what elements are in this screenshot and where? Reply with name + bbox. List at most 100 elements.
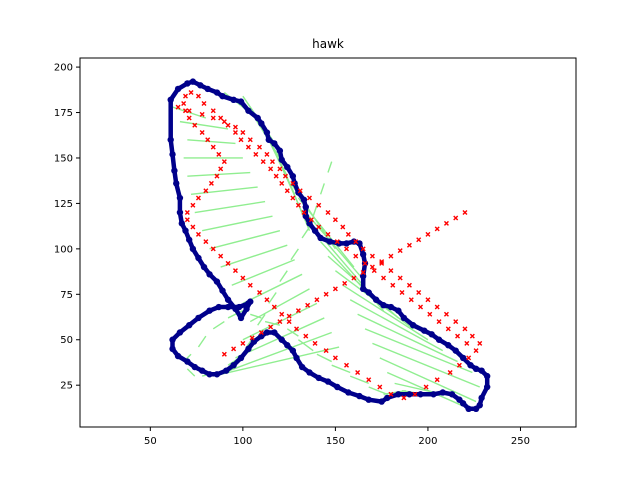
skeleton-point bbox=[297, 188, 303, 194]
skeleton-point bbox=[277, 319, 283, 325]
skeleton-point bbox=[434, 226, 440, 232]
skeleton-point bbox=[369, 253, 375, 259]
skeleton-point bbox=[390, 282, 396, 288]
skeleton-point bbox=[232, 268, 238, 274]
skeleton-link bbox=[190, 186, 258, 196]
chart-title: hawk bbox=[312, 37, 344, 51]
skeleton-point bbox=[462, 210, 468, 216]
skeleton-point bbox=[323, 348, 329, 354]
skeleton-point bbox=[245, 144, 251, 150]
skeleton-point bbox=[332, 217, 338, 223]
skeleton-point bbox=[218, 115, 224, 121]
skeleton-point bbox=[249, 335, 255, 341]
skeleton-point bbox=[434, 304, 440, 310]
skeleton-point bbox=[360, 269, 366, 275]
y-tick-label: 75 bbox=[60, 290, 73, 301]
y-tick-label: 150 bbox=[54, 153, 73, 164]
skeleton-link bbox=[297, 339, 314, 352]
axes: 50 100 150 200 250 25 50 75 100 125 150 175 200 bbox=[54, 63, 530, 447]
skeleton-link bbox=[257, 313, 266, 326]
skeleton-point bbox=[366, 377, 372, 383]
skeleton-point bbox=[447, 369, 453, 375]
skeleton-point bbox=[353, 253, 359, 259]
skeleton-point bbox=[295, 202, 301, 208]
skeleton-link bbox=[249, 288, 310, 323]
skeleton-point bbox=[195, 195, 201, 201]
skeleton-link bbox=[279, 270, 288, 282]
skeleton-point bbox=[388, 391, 394, 397]
skeleton-point bbox=[443, 220, 449, 226]
skeleton-point bbox=[279, 180, 285, 186]
skeleton-link bbox=[224, 331, 332, 374]
skeleton-link bbox=[179, 120, 229, 130]
skeleton-link bbox=[268, 292, 277, 304]
skeleton-point bbox=[469, 333, 475, 339]
skeleton-point bbox=[184, 217, 190, 223]
x-tick-label: 250 bbox=[511, 436, 530, 447]
skeleton-point bbox=[388, 268, 394, 274]
skeleton-point bbox=[345, 231, 351, 237]
skeleton-point bbox=[332, 286, 338, 292]
skeleton-point bbox=[381, 275, 387, 281]
skeleton-point bbox=[443, 311, 449, 317]
skeleton-point bbox=[323, 291, 329, 297]
skeleton-link bbox=[231, 259, 295, 286]
skeleton-link bbox=[290, 248, 299, 261]
skeleton-point bbox=[344, 362, 350, 368]
skeleton-point bbox=[210, 108, 216, 114]
skeleton-point bbox=[271, 304, 277, 310]
skeleton-point bbox=[208, 180, 214, 186]
skeleton-point bbox=[425, 297, 431, 303]
skeleton-point bbox=[264, 151, 270, 157]
y-tick-label: 100 bbox=[54, 244, 73, 255]
skeleton-point bbox=[453, 215, 459, 221]
skeleton-point bbox=[416, 237, 422, 243]
skeleton-point bbox=[416, 289, 422, 295]
skeleton-point bbox=[362, 260, 368, 266]
skeleton-link bbox=[342, 284, 429, 341]
skeleton-point bbox=[371, 268, 377, 274]
skeleton-point bbox=[316, 224, 322, 230]
skeleton-link bbox=[312, 205, 318, 217]
skeleton-point bbox=[186, 108, 192, 114]
skeleton-point bbox=[456, 362, 462, 368]
skeleton-point bbox=[397, 248, 403, 254]
skeleton-point bbox=[195, 231, 201, 237]
skeleton-link bbox=[209, 230, 281, 250]
x-tick-label: 100 bbox=[233, 436, 252, 447]
skeleton-point bbox=[408, 297, 414, 303]
skeleton-link bbox=[286, 328, 299, 337]
skeleton-point bbox=[240, 340, 246, 346]
skeleton-point bbox=[360, 246, 366, 252]
skeleton-point bbox=[401, 395, 407, 401]
skeleton-link bbox=[316, 353, 333, 363]
skeleton-point bbox=[301, 210, 307, 216]
skeleton-link bbox=[305, 212, 366, 283]
skeleton-point bbox=[199, 130, 205, 136]
skeleton-point bbox=[332, 355, 338, 361]
skeleton-point bbox=[269, 159, 275, 165]
skeleton-point bbox=[205, 137, 211, 143]
skeleton-point bbox=[240, 275, 246, 281]
skeleton-point bbox=[268, 166, 274, 172]
skeleton-link bbox=[213, 346, 340, 377]
skeleton-point bbox=[247, 137, 253, 143]
skeleton-point bbox=[418, 304, 424, 310]
skeleton-point bbox=[284, 188, 290, 194]
skeleton-link bbox=[364, 328, 473, 374]
skeleton-point bbox=[477, 340, 483, 346]
skeleton-point bbox=[342, 280, 348, 286]
skeleton-point bbox=[210, 115, 216, 121]
skeleton-point bbox=[181, 100, 187, 106]
skeleton-point bbox=[379, 259, 385, 265]
y-tick-label: 50 bbox=[60, 335, 73, 346]
skeleton-point bbox=[355, 369, 361, 375]
x-tick-label: 150 bbox=[326, 436, 345, 447]
skeleton-point bbox=[312, 340, 318, 346]
skeleton-point bbox=[306, 195, 312, 201]
skeleton-point bbox=[316, 202, 322, 208]
skeleton-link bbox=[282, 168, 311, 231]
skeleton-point bbox=[314, 297, 320, 303]
skeleton-point bbox=[232, 130, 238, 136]
